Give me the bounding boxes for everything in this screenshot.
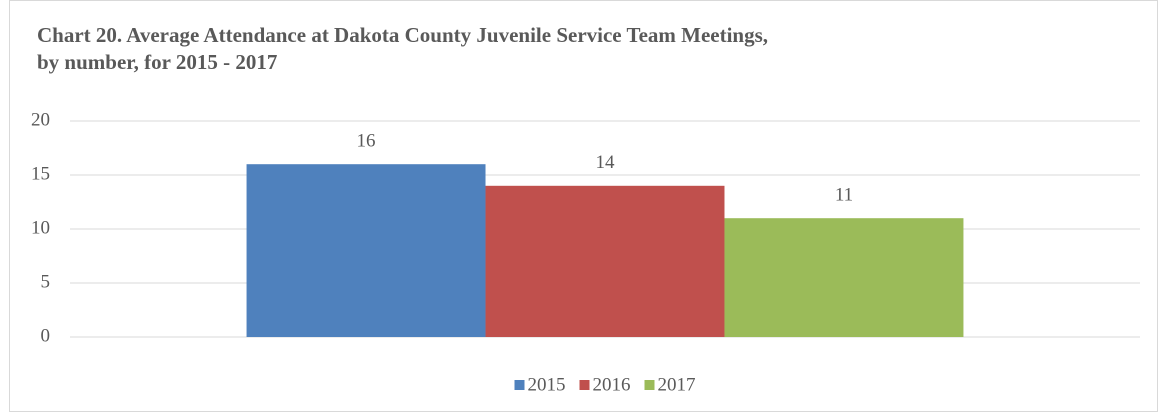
chart-border [9,0,1158,412]
legend-label: 2016 [593,374,631,395]
legend-swatch [514,380,525,390]
data-label: 11 [835,185,853,206]
legend-label: 2015 [528,374,566,395]
bar [246,164,486,337]
legend-swatch [579,380,590,390]
data-label: 14 [596,152,616,173]
legend-label: 2017 [658,374,696,395]
chart-title: Chart 20. Average Attendance at Dakota C… [37,23,769,74]
data-label: 16 [357,131,376,152]
y-tick-label: 5 [41,271,51,292]
bar [724,218,964,337]
legend-swatch [644,380,655,390]
bar [485,185,725,337]
y-tick-label: 15 [31,163,50,184]
y-tick-label: 20 [31,109,50,130]
y-tick-label: 10 [31,217,50,238]
y-tick-label: 0 [41,325,51,346]
